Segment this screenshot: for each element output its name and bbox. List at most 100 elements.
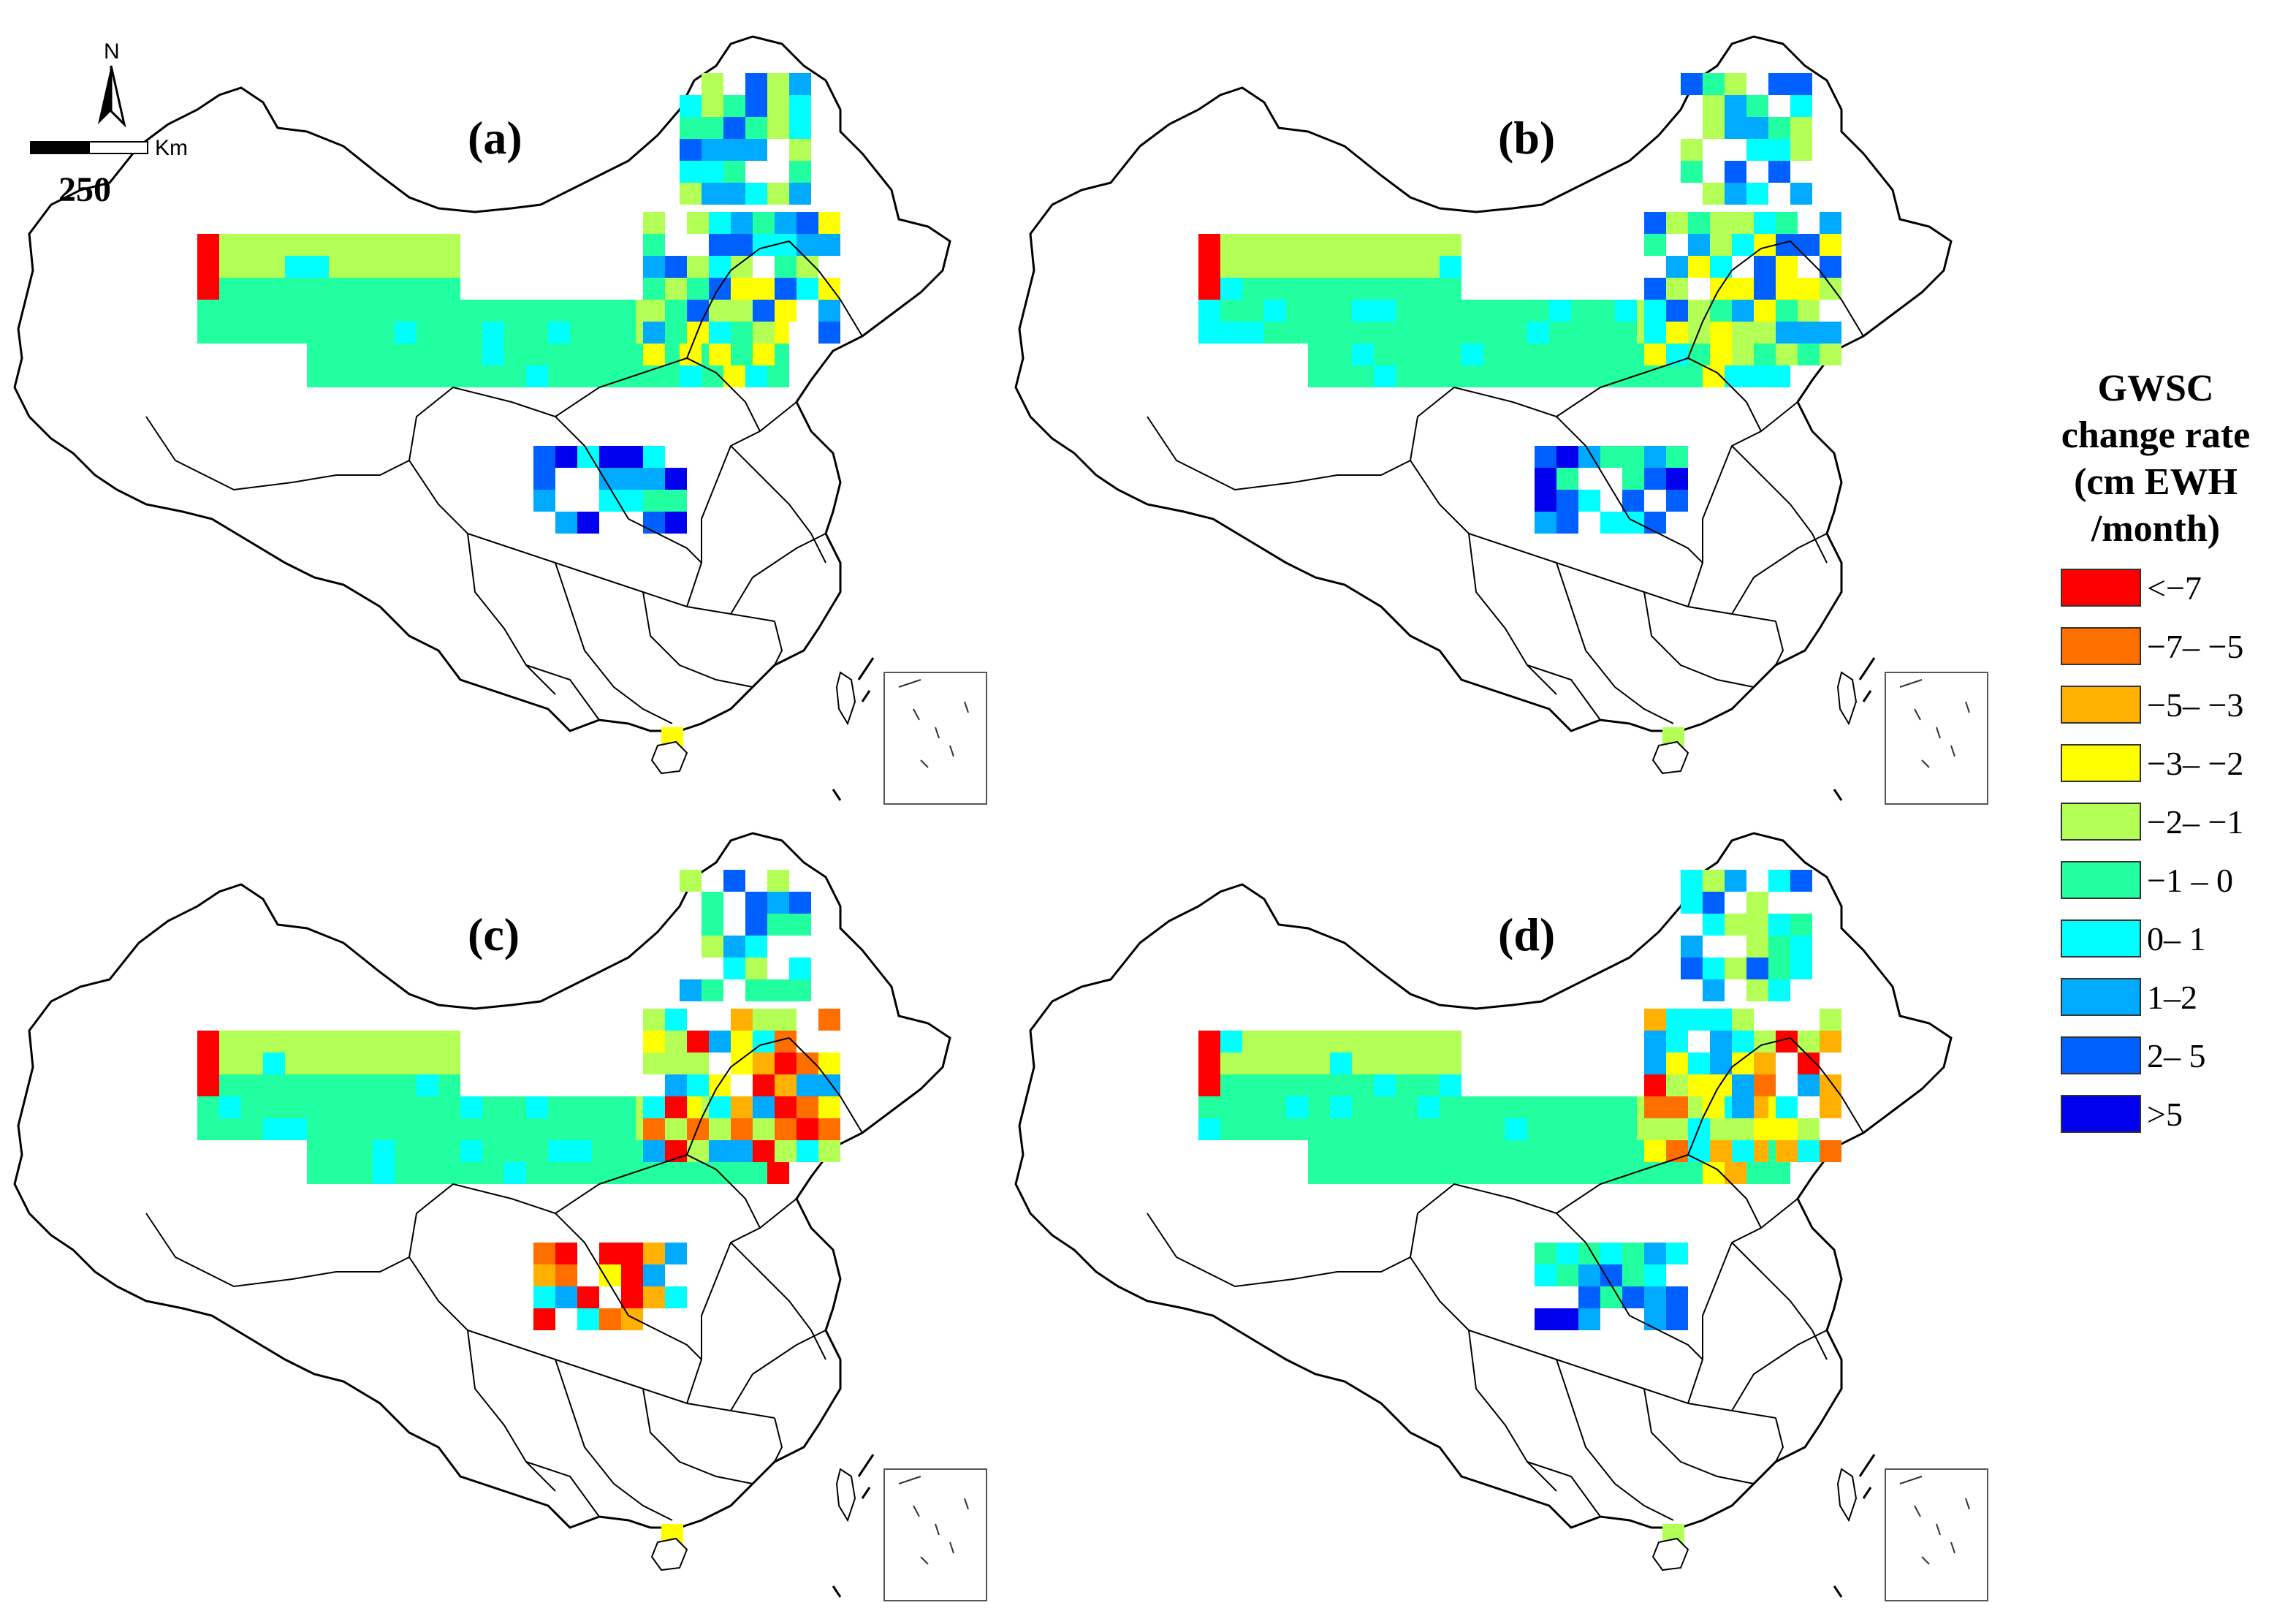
grid-cell: [1374, 322, 1396, 344]
grid-cell: [1622, 446, 1644, 468]
grid-cell: [1535, 1264, 1556, 1286]
grid-cell: [533, 1308, 555, 1330]
south-china-sea-inset: [832, 1454, 987, 1601]
grid-cell: [767, 979, 789, 1001]
island: [1651, 740, 1689, 775]
grid-cell: [1286, 322, 1308, 344]
province-boundary: [467, 533, 556, 695]
grid-cell: [373, 278, 395, 300]
province-boundary: [145, 1213, 410, 1288]
grid-cell: [643, 468, 665, 490]
grid-cell: [818, 1009, 840, 1031]
grid-cell: [680, 1162, 702, 1184]
grid-cell: [1725, 957, 1746, 979]
grid-cell: [1615, 1118, 1637, 1140]
grid-cell: [438, 344, 460, 365]
grid-cell: [351, 1096, 373, 1118]
grid-cell: [197, 234, 219, 256]
province-boundary: [1410, 1256, 1776, 1419]
grid-cell: [1418, 365, 1440, 387]
grid-cell: [1732, 300, 1754, 322]
island: [650, 1537, 688, 1571]
inset-mark: [1950, 1541, 1955, 1554]
grid-cell: [351, 278, 373, 300]
grid-cell: [599, 468, 621, 490]
grid-cell: [1308, 278, 1330, 300]
inset-mark: [898, 1476, 921, 1484]
grid-cell: [351, 300, 373, 322]
grid-cell: [731, 234, 753, 256]
grid-cell: [1440, 1053, 1461, 1074]
grid-cell: [1615, 344, 1637, 365]
legend: GWSC change rate (cm EWH /month) <−7 −7– …: [2024, 365, 2287, 1143]
grid-cell: [1790, 139, 1812, 161]
grid-cell: [1483, 322, 1505, 344]
grid-cell: [1703, 117, 1725, 139]
grid-cell: [438, 1074, 460, 1096]
grid-cell: [687, 256, 709, 278]
grid-cell: [219, 1096, 241, 1118]
grid-cell: [548, 322, 570, 344]
grid-cell: [438, 256, 460, 278]
grid-cell: [1776, 212, 1798, 234]
grid-cell: [1264, 278, 1286, 300]
grid-cell: [680, 139, 702, 161]
grid-cell: [702, 161, 723, 183]
grid-cell: [285, 1053, 307, 1074]
grid-cell: [1644, 1031, 1666, 1053]
grid-cell: [1754, 1118, 1776, 1140]
grid-cell: [687, 1140, 709, 1162]
grid-cell: [1688, 256, 1710, 278]
grid-cell: [1688, 1009, 1710, 1031]
grid-cell: [789, 892, 811, 914]
grid-cell: [307, 344, 329, 365]
grid-cell: [219, 1074, 241, 1096]
grid-cell: [1352, 1096, 1374, 1118]
province-boundary: [1468, 533, 1557, 695]
grid-cell: [373, 1074, 395, 1096]
grid-cell: [307, 234, 329, 256]
grid-cell: [373, 234, 395, 256]
grid-cells: [1147, 73, 1864, 775]
legend-item: >5: [2024, 1085, 2287, 1143]
grid-cell: [592, 1096, 614, 1118]
grid-cell: [219, 1053, 241, 1074]
province-boundary: [788, 240, 863, 337]
grid-cell: [241, 322, 263, 344]
grid-cell: [1440, 256, 1461, 278]
grid-cell: [1330, 300, 1352, 322]
grid-cell: [1483, 1118, 1505, 1140]
nine-dash-line-segment: [1833, 1585, 1843, 1598]
grid-cell: [1396, 300, 1418, 322]
grid-cell: [1732, 234, 1754, 256]
grid-cell: [1776, 1118, 1798, 1140]
grid-cell: [753, 344, 775, 365]
grid-cell: [1242, 1118, 1264, 1140]
grid-cell: [548, 300, 570, 322]
grid-cell: [285, 234, 307, 256]
grid-cell: [1746, 1162, 1768, 1184]
scale-bar: [30, 141, 148, 154]
grid-cell: [1768, 161, 1790, 183]
grid-cell: [1666, 278, 1688, 300]
grid-cell: [731, 278, 753, 300]
inset-mark: [920, 1556, 929, 1565]
grid-cell: [1798, 1074, 1820, 1096]
grid-cell: [526, 322, 548, 344]
grid-cell: [789, 161, 811, 183]
grid-cell: [680, 979, 702, 1001]
grid-cell: [1820, 212, 1841, 234]
grid-cell: [643, 212, 665, 234]
grid-cell: [1505, 322, 1527, 344]
grid-cell: [533, 1243, 555, 1264]
grid-cell: [219, 1118, 241, 1140]
grid-cell: [1688, 1074, 1710, 1096]
grid-cell: [1622, 490, 1644, 512]
grid-cell: [1593, 322, 1615, 344]
grid-cell: [1440, 1118, 1461, 1140]
grid-cell: [417, 322, 438, 344]
grid-cell: [504, 300, 526, 322]
grid-cell: [241, 278, 263, 300]
grid-cell: [1820, 1009, 1841, 1031]
grid-cell: [1352, 1140, 1374, 1162]
